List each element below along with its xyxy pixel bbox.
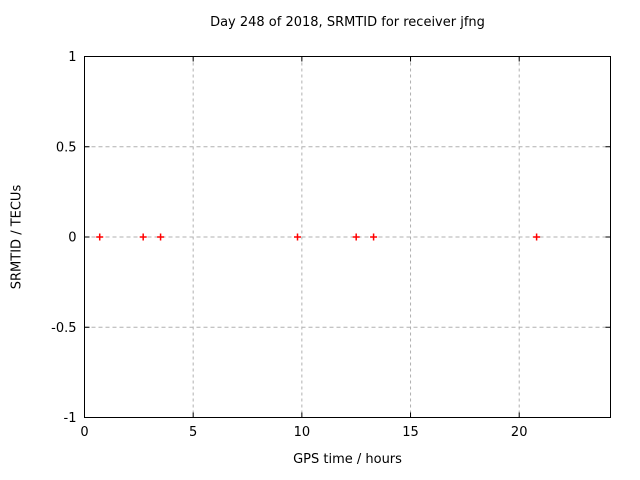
y-tick-label-1: -0.5 [51, 321, 76, 336]
x-tick-label-4: 20 [511, 425, 528, 440]
x-tick-label-1: 5 [189, 425, 197, 440]
data-point-0-0 [96, 233, 104, 241]
data-point-0-3 [294, 233, 302, 241]
y-tick-label-3: 0.5 [56, 140, 77, 155]
x-axis-label: GPS time / hours [293, 452, 402, 467]
data-point-0-1 [139, 233, 147, 241]
y-tick-label-0: -1 [64, 411, 77, 426]
y-tick-label-4: 1 [68, 50, 76, 65]
data-point-0-2 [157, 233, 165, 241]
y-tick-label-2: 0 [68, 231, 76, 246]
data-point-0-6 [533, 233, 541, 241]
x-tick-label-0: 0 [80, 425, 88, 440]
data-point-0-4 [352, 233, 360, 241]
chart-title: Day 248 of 2018, SRMTID for receiver jfn… [210, 15, 485, 30]
x-tick-label-2: 10 [294, 425, 311, 440]
data-point-0-5 [370, 233, 378, 241]
x-tick-label-3: 15 [402, 425, 419, 440]
